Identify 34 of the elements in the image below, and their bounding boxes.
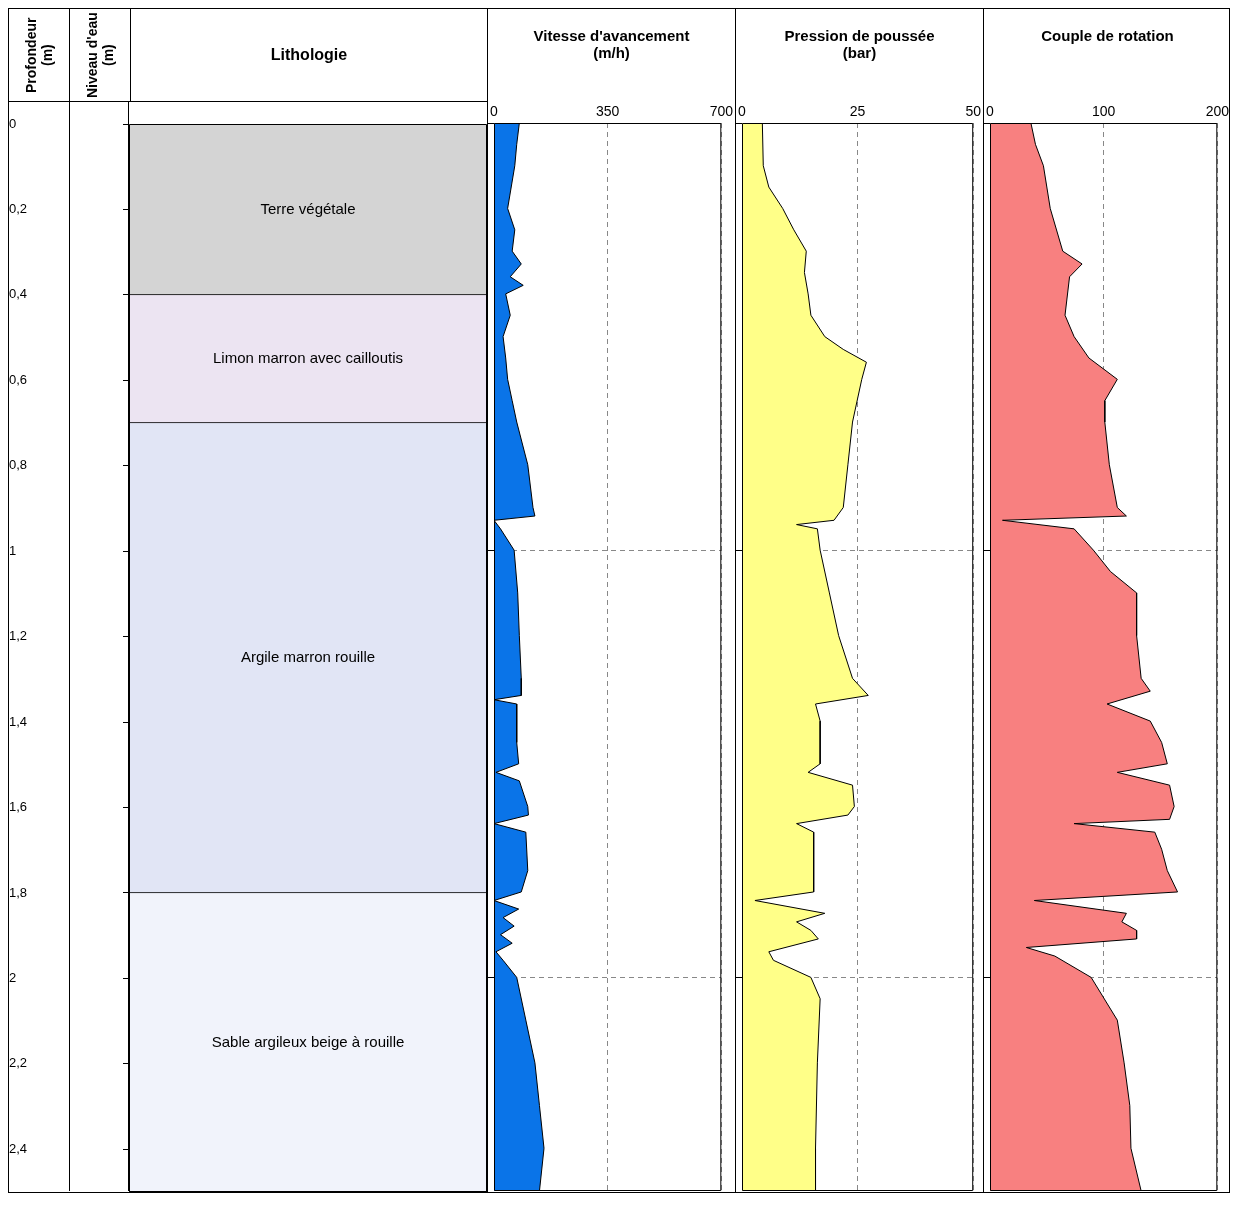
x-tick-label: 100 (1091, 103, 1116, 120)
series-label: Sable argileux beige à rouille (211, 1032, 405, 1050)
chart-title: Couple de rotation (1040, 27, 1175, 44)
x-axis-title: (m/h) (592, 44, 631, 61)
y-tick-label: 1 (9, 542, 17, 558)
y-tick-label: 2 (9, 969, 17, 985)
y-tick-label: 1,2 (9, 628, 28, 644)
y-tick-label: 1,4 (9, 713, 28, 729)
chart-title: Lithologie (269, 45, 349, 65)
chart-title: Pression de poussée (783, 27, 936, 44)
x-tick-label: 50 (965, 103, 982, 120)
chart-title: Vitesse d'avancement (532, 27, 691, 44)
y-tick-label: 2,2 (9, 1055, 28, 1071)
y-tick-label: 0,4 (9, 286, 28, 302)
y-axis-title: Profondeur (m) (23, 16, 55, 95)
x-tick-label: 0 (738, 103, 747, 120)
x-tick-label: 200 (1205, 103, 1230, 120)
y-tick-label: 2,4 (9, 1140, 28, 1156)
y-tick-label: 1,6 (9, 799, 28, 815)
y-tick-label: 0,8 (9, 457, 28, 473)
y-tick-label: 0,2 (9, 201, 28, 217)
series-label: Argile marron rouille (240, 648, 376, 666)
y-tick-label: 0,6 (9, 371, 28, 387)
x-tick-label: 0 (490, 103, 499, 120)
series-label: Terre végétale (260, 199, 356, 217)
x-tick-label: 0 (986, 103, 995, 120)
x-axis-title: (bar) (841, 44, 878, 61)
y-tick-label: 1,8 (9, 884, 28, 900)
y-tick-label: 0 (9, 115, 17, 131)
x-tick-label: 25 (849, 103, 866, 120)
x-tick-label: 700 (709, 103, 734, 120)
text: Niveau d'eau (m) (84, 11, 116, 100)
series-label: Limon marron avec cailloutis (212, 349, 404, 367)
x-tick-label: 350 (595, 103, 620, 120)
